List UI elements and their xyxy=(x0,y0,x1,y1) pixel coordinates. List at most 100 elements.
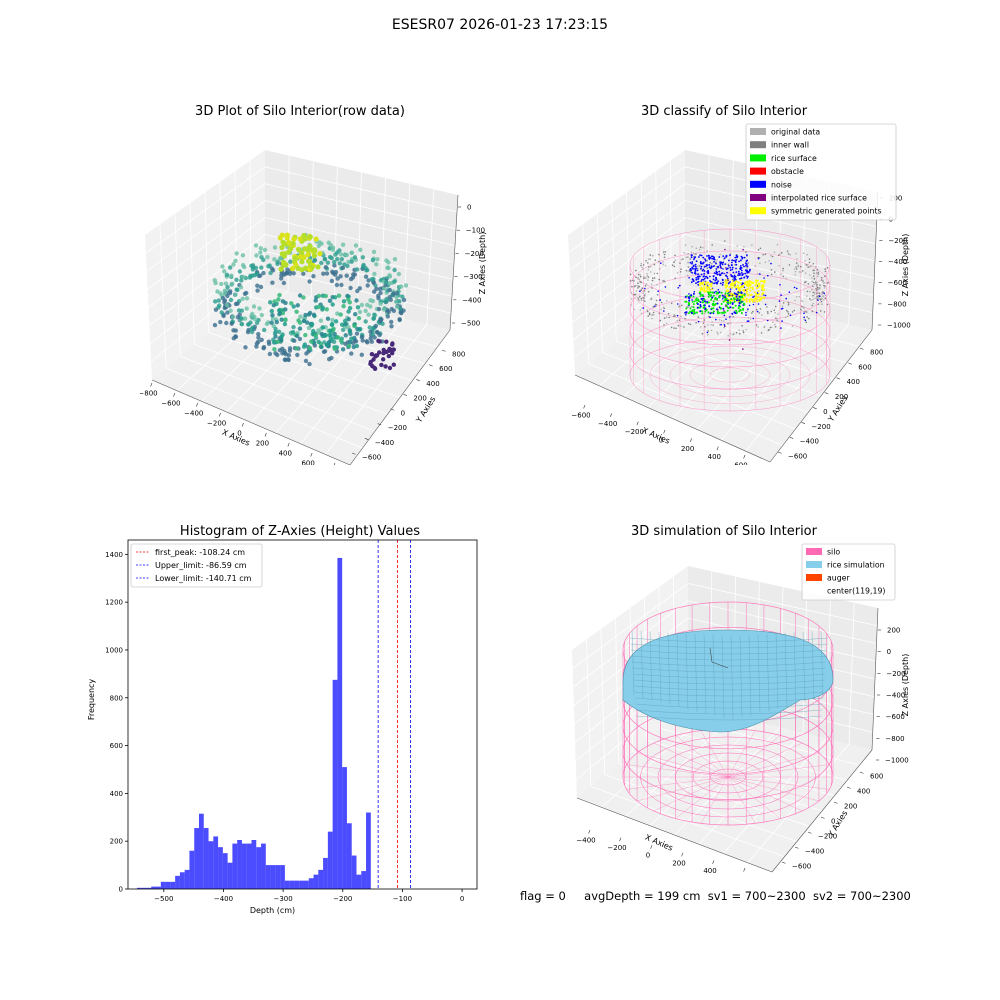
noise-point xyxy=(704,260,707,262)
noise-point xyxy=(703,265,706,268)
symmetric-point xyxy=(724,284,727,287)
symmetric-point xyxy=(757,290,760,293)
original-data-point xyxy=(813,272,815,274)
noise-point xyxy=(716,273,719,276)
raw-point xyxy=(292,338,297,343)
original-data-point xyxy=(784,316,787,319)
histogram-bar-39 xyxy=(323,857,328,889)
original-data-point xyxy=(640,289,642,291)
raw-point xyxy=(325,260,331,265)
raw-point-low xyxy=(372,365,377,371)
raw-point xyxy=(395,304,400,309)
original-data-point xyxy=(706,250,708,252)
rice-surface-point xyxy=(715,292,718,295)
raw-point xyxy=(335,335,341,340)
rice-surface-point xyxy=(692,292,695,295)
legend-label-1: Upper_limit: -86.59 cm xyxy=(155,561,247,570)
rice-surface-point xyxy=(693,310,696,313)
noise-point xyxy=(741,282,744,285)
raw-point xyxy=(241,274,246,280)
silo-floor-spoke xyxy=(727,735,781,778)
raw-point xyxy=(281,272,286,277)
original-data-point xyxy=(639,309,642,311)
legend-label-4: noise xyxy=(771,180,792,189)
silo-floor-spoke xyxy=(637,752,729,778)
rice-mesh-line xyxy=(784,632,788,707)
original-data-point xyxy=(718,319,721,321)
y-tick-mark-0 xyxy=(777,451,782,454)
raw-point xyxy=(233,258,238,263)
histogram-legend-box xyxy=(130,543,263,588)
interpolated-point xyxy=(724,248,726,251)
noise-point xyxy=(749,268,751,271)
histogram-bar-8 xyxy=(175,875,180,889)
grid-line xyxy=(669,160,672,297)
noise-point xyxy=(740,272,743,274)
noise-point xyxy=(785,297,787,300)
rice-surface-point xyxy=(722,300,725,303)
raw-point xyxy=(327,357,332,362)
original-data-point xyxy=(779,253,781,255)
rice-mesh-line xyxy=(633,679,825,685)
raw-point xyxy=(246,322,251,327)
raw-point xyxy=(397,317,402,322)
raw-point xyxy=(275,339,280,344)
rice-surface-point xyxy=(726,292,729,295)
original-data-point xyxy=(676,319,678,322)
y-tick-label-4: 200 xyxy=(413,395,426,403)
y-tick-mark-5 xyxy=(846,786,851,789)
noise-point xyxy=(727,303,729,305)
symmetric-point xyxy=(724,280,727,283)
y-tick-mark-6 xyxy=(429,364,433,367)
histogram-bar-41 xyxy=(332,679,338,889)
original-data-point xyxy=(816,281,818,284)
raw-point xyxy=(273,326,278,332)
floor-pane xyxy=(575,285,872,462)
legend-swatch-2 xyxy=(750,154,766,162)
rice-mesh-line xyxy=(703,634,707,714)
interpolated-point xyxy=(717,309,719,311)
symmetric-point xyxy=(763,289,766,291)
symmetric-point xyxy=(761,293,764,296)
original-data-point xyxy=(703,312,706,315)
noise-point xyxy=(780,308,783,310)
raw-point xyxy=(401,297,407,303)
x-tick-label-1: −200 xyxy=(607,844,626,852)
raw-point xyxy=(332,346,337,351)
original-data-point xyxy=(653,263,656,266)
symmetric-point xyxy=(746,282,749,284)
raw-point xyxy=(398,284,404,289)
noise-point xyxy=(692,278,694,281)
noise-point xyxy=(738,274,741,276)
noise-point xyxy=(708,254,710,257)
raw-point xyxy=(338,252,344,257)
raw-point xyxy=(363,319,368,324)
noise-point xyxy=(699,262,702,264)
raw-point xyxy=(339,257,344,262)
sim-plot-title: 3D simulation of Silo Interior xyxy=(631,524,817,539)
raw-point xyxy=(317,240,322,245)
raw-point xyxy=(239,308,244,313)
z-tick-label-5: −500 xyxy=(461,320,480,328)
rice-mesh-line xyxy=(820,630,824,699)
raw-point xyxy=(294,309,299,314)
noise-point xyxy=(716,271,719,274)
raw-point-top xyxy=(295,246,302,252)
rice-surface-point xyxy=(727,299,729,302)
noise-point xyxy=(740,269,743,272)
original-data-point xyxy=(813,293,816,295)
original-data-point xyxy=(653,272,656,275)
noise-point xyxy=(780,294,782,296)
noise-point xyxy=(735,267,737,270)
y-tick-label-1: −400 xyxy=(800,438,819,446)
raw-point xyxy=(353,312,358,317)
noise-point xyxy=(692,267,694,270)
raw-point xyxy=(269,308,274,314)
original-data-point xyxy=(798,271,801,273)
rice-surface-point xyxy=(695,297,698,300)
symmetric-point xyxy=(751,286,754,289)
raw-point xyxy=(316,293,322,299)
original-data-point xyxy=(801,305,803,308)
noise-point xyxy=(717,289,720,291)
raw-point xyxy=(274,319,279,325)
